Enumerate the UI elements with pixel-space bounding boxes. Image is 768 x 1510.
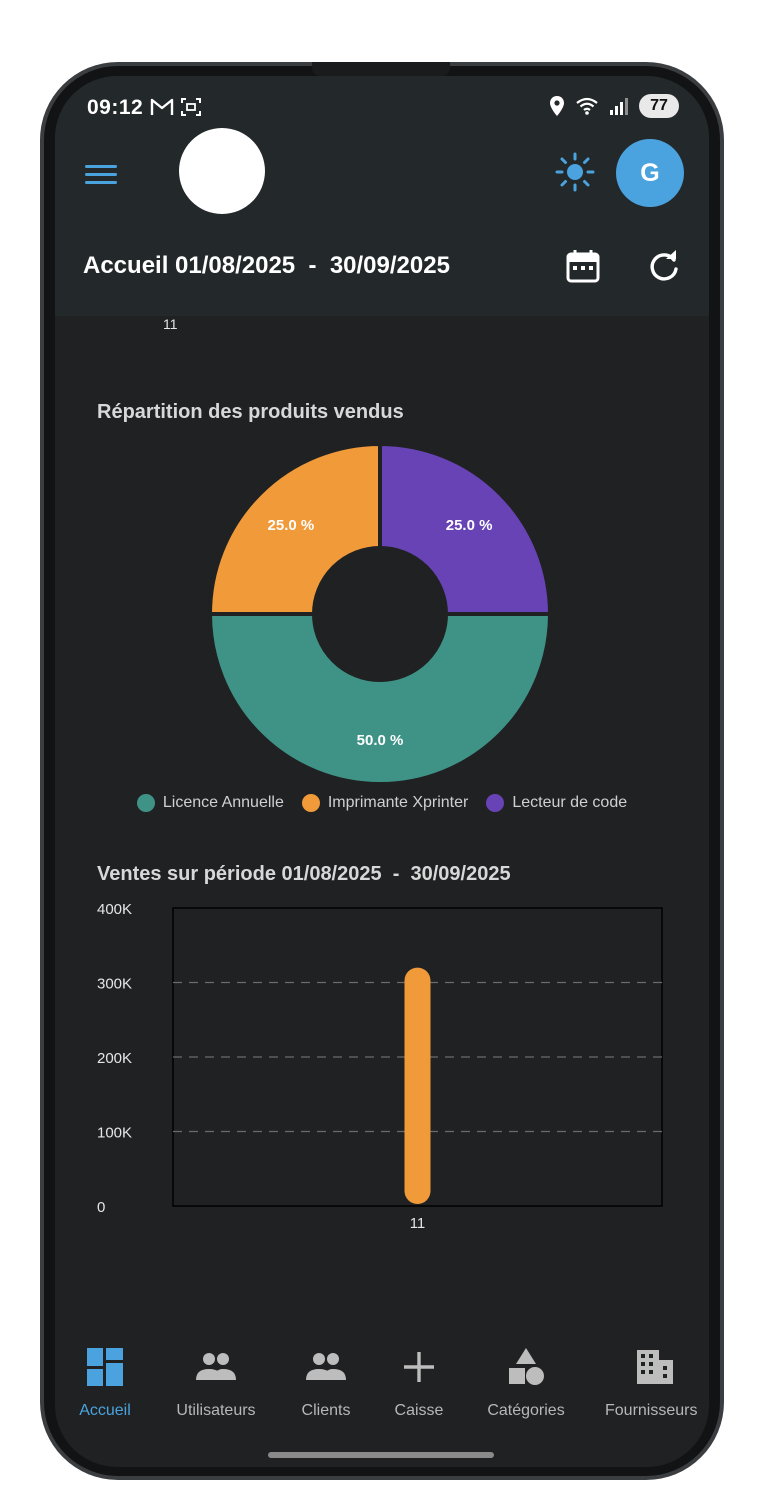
legend-label: Imprimante Xprinter [327, 794, 469, 811]
legend-label: Lecteur de code [512, 794, 628, 811]
legend-dot [486, 794, 505, 812]
nav-label: Accueil [79, 1402, 131, 1419]
clients-icon [306, 1353, 346, 1380]
menu-button[interactable] [85, 160, 121, 190]
dashboard-icon [87, 1348, 123, 1386]
battery-icon: 77 [639, 94, 679, 118]
shapes-icon [509, 1348, 544, 1385]
status-time: 09:12 [87, 96, 144, 119]
refresh-icon[interactable] [646, 249, 682, 285]
wifi-icon [576, 97, 598, 115]
home-indicator [268, 1452, 494, 1458]
status-system-icons: 77 [549, 94, 679, 118]
nav-label: Caisse [394, 1402, 444, 1419]
nav-item-fournisseurs[interactable]: Fournisseurs [605, 1346, 709, 1420]
nav-label: Fournisseurs [605, 1402, 698, 1419]
location-icon [550, 96, 564, 116]
status-notification-icons [150, 97, 202, 117]
nav-label: Catégories [487, 1402, 565, 1419]
bar-chart: 0 100K 200K 300K 400K 11 [97, 901, 663, 1232]
sun-icon[interactable] [555, 152, 595, 192]
nav-item-categories[interactable]: Catégories [475, 1346, 577, 1420]
donut-chart: 50.0 % 25.0 % 25.0 % [207, 441, 553, 786]
building-icon [637, 1350, 673, 1384]
x-tick-label: 11 [410, 1215, 426, 1232]
nav-item-accueil[interactable]: Accueil [67, 1346, 143, 1420]
nav-label: Clients [301, 1402, 351, 1419]
pie-legend: Licence Annuelle Imprimante Xprinter Lec… [55, 794, 709, 812]
nav-item-utilisateurs[interactable]: Utilisateurs [165, 1346, 267, 1420]
pie-slice-label: 50.0 % [357, 732, 404, 749]
nav-item-caisse[interactable]: Caisse [385, 1346, 453, 1420]
legend-dot [301, 794, 320, 812]
legend-dot [136, 794, 155, 812]
bar [404, 967, 431, 1204]
y-tick-label: 400K [97, 901, 132, 918]
calendar-icon[interactable] [565, 248, 601, 284]
pie-slice-label: 25.0 % [268, 517, 315, 534]
users-icon [196, 1353, 236, 1380]
bar-chart-title: Ventes sur période 01/08/2025 - 30/09/20… [97, 863, 511, 885]
page-title: Accueil 01/08/2025 - 30/09/2025 [83, 252, 450, 279]
nav-label: Utilisateurs [176, 1402, 256, 1419]
pie-slice [207, 441, 382, 616]
legend-item: Lecteur de code [486, 794, 627, 812]
avatar[interactable]: G [616, 139, 684, 207]
pie-chart-title: Répartition des produits vendus [97, 401, 404, 423]
app-logo [179, 128, 265, 214]
signal-icon [610, 98, 628, 115]
pie-slice [207, 612, 553, 786]
y-tick-label: 0 [97, 1199, 105, 1216]
previous-chart-tick-label: 11 [163, 316, 178, 332]
y-tick-label: 300K [97, 976, 132, 993]
pie-slice-label: 25.0 % [446, 517, 493, 534]
app-bar: 09:12 [55, 76, 709, 316]
y-tick-label: 200K [97, 1050, 132, 1067]
gmail-icon [150, 98, 174, 115]
y-tick-label: 100K [97, 1125, 132, 1142]
screenshot-icon [181, 98, 201, 116]
screen: 09:12 [55, 76, 709, 1467]
legend-label: Licence Annuelle [162, 794, 284, 811]
bottom-navigation: Accueil Utilisateurs Clients Caisse [55, 1346, 709, 1436]
legend-item: Licence Annuelle [136, 794, 284, 812]
phone-notch [312, 62, 450, 76]
pie-slice [378, 441, 553, 616]
menu-icon [85, 165, 117, 168]
nav-item-clients[interactable]: Clients [289, 1346, 363, 1420]
legend-item: Imprimante Xprinter [301, 794, 469, 812]
plus-icon [404, 1352, 434, 1382]
